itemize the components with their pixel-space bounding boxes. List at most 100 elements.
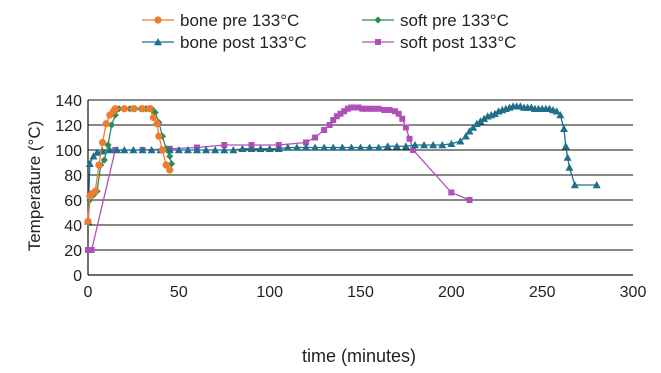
y-axis-label: Temperature (°C) — [25, 121, 44, 252]
data-point — [129, 105, 138, 113]
data-point — [420, 141, 429, 149]
data-point — [238, 144, 247, 152]
legend-label: soft pre 133°C — [400, 11, 509, 30]
data-point — [193, 146, 201, 154]
data-point — [91, 187, 99, 195]
data-point — [113, 146, 122, 154]
axes — [87, 100, 633, 276]
data-point — [320, 143, 329, 151]
y-tick-label: 140 — [55, 93, 82, 110]
data-point — [466, 197, 473, 203]
data-point — [465, 127, 474, 135]
data-point — [410, 147, 417, 153]
data-point — [383, 142, 392, 150]
data-point — [559, 124, 568, 132]
data-point — [456, 137, 465, 145]
data-point — [333, 113, 340, 120]
data-point — [229, 146, 238, 154]
data-point — [84, 217, 92, 225]
data-point — [85, 247, 91, 253]
data-point — [399, 115, 406, 122]
x-tick-label: 150 — [347, 284, 374, 301]
data-point — [95, 161, 103, 169]
data-point — [472, 119, 481, 127]
data-point — [565, 163, 574, 171]
legend-label: bone post 133°C — [180, 33, 307, 52]
data-point — [283, 143, 292, 151]
data-point — [381, 107, 388, 113]
data-point — [395, 110, 402, 117]
data-point — [202, 146, 211, 154]
data-point — [312, 134, 319, 141]
data-point — [356, 143, 365, 151]
data-point — [146, 105, 154, 113]
data-point — [311, 143, 320, 151]
data-point — [461, 132, 470, 140]
data-point — [120, 146, 129, 154]
data-point — [438, 141, 447, 149]
data-point — [147, 146, 156, 154]
y-tick-label: 60 — [64, 193, 82, 210]
data-point — [355, 104, 362, 111]
data-point — [592, 181, 601, 189]
x-tick-label: 50 — [170, 284, 188, 301]
legend-marker — [374, 16, 382, 24]
legend-label: bone pre 133°C — [180, 11, 299, 30]
data-point — [105, 146, 114, 154]
data-point — [429, 141, 438, 149]
data-point — [330, 117, 337, 123]
data-point — [448, 189, 455, 196]
data-point — [359, 105, 366, 112]
data-point — [476, 117, 485, 125]
data-point — [108, 121, 116, 129]
x-tick-label: 200 — [438, 284, 465, 301]
data-point — [302, 143, 310, 151]
data-point — [552, 107, 561, 115]
data-point — [406, 135, 413, 142]
data-point — [401, 142, 410, 150]
y-tick-label: 0 — [73, 268, 82, 285]
data-point — [120, 105, 128, 113]
data-point — [370, 105, 377, 112]
data-point — [447, 139, 456, 147]
data-point — [490, 109, 499, 117]
legend-marker — [154, 38, 162, 46]
x-tick-label: 300 — [620, 284, 647, 301]
legend-marker — [375, 39, 381, 45]
data-point — [375, 105, 382, 112]
data-point — [347, 143, 356, 151]
data-point — [111, 111, 119, 119]
legend: bone pre 133°C soft pre 133°C bone post 13… — [142, 11, 516, 52]
data-point — [265, 144, 274, 152]
x-tick-label: 100 — [256, 284, 283, 301]
legend-label: soft post 133°C — [400, 33, 516, 52]
data-point — [344, 105, 351, 112]
data-point — [480, 114, 489, 122]
y-tick-label: 40 — [64, 218, 82, 235]
data-point — [129, 146, 138, 154]
data-point — [386, 107, 393, 113]
data-point — [155, 132, 163, 140]
data-point — [149, 113, 157, 122]
data-point — [348, 104, 355, 111]
legend-item-bone-post-133-c: bone post 133°C — [142, 33, 307, 52]
x-tick-label: 0 — [84, 284, 93, 301]
data-point — [365, 143, 374, 151]
data-point — [85, 159, 94, 167]
legend-item-soft-pre-133-c: soft pre 133°C — [362, 11, 509, 30]
data-point — [321, 127, 328, 133]
x-axis-label: time (minutes) — [302, 346, 416, 366]
data-point — [153, 120, 161, 128]
data-point — [392, 142, 401, 150]
data-point — [352, 104, 359, 111]
data-point — [337, 110, 344, 117]
tick-labels: 0 20 40 60 80 100 120 140 0 50 100 150 200 250 300 — [55, 93, 646, 301]
gridlines — [88, 99, 633, 276]
data-point — [220, 146, 229, 154]
data-point — [104, 141, 112, 149]
data-point — [556, 111, 565, 119]
data-point — [392, 108, 399, 115]
data-point — [166, 166, 174, 174]
data-point — [100, 156, 108, 164]
data-point — [469, 123, 478, 131]
